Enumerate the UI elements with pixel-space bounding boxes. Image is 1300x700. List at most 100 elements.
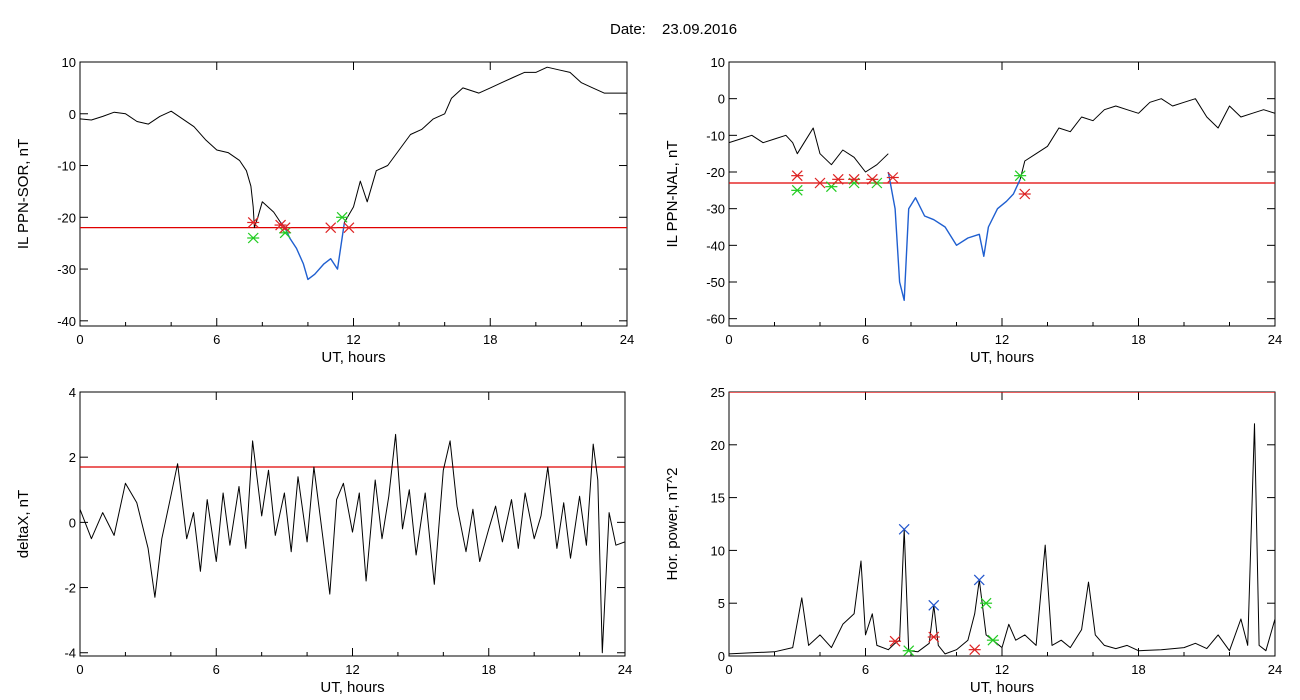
data-trace [1019, 98, 1275, 180]
y-tick-label: -4 [64, 646, 76, 661]
y-tick-label: 0 [69, 515, 76, 530]
y-tick-label: 0 [718, 92, 725, 107]
y-tick-label: -40 [57, 314, 76, 329]
x-tick-label: 12 [345, 662, 359, 677]
x-tick-label: 6 [862, 662, 869, 677]
red-marker [1018, 188, 1031, 200]
data-trace [729, 127, 889, 173]
plot-area [729, 98, 1275, 301]
green-marker [247, 232, 260, 244]
y-tick-label: -20 [706, 165, 725, 180]
x-tick-label: 24 [620, 332, 634, 347]
red-marker [832, 173, 845, 185]
panel-il-nal: 0 6 12 18 24 10 0 -10 -20 -30 -40 -50 -60 UT, hours IL… [664, 55, 1282, 366]
y-tick-label: -20 [57, 210, 76, 225]
panel-deltax: 0 6 12 18 24 4 2 0 -2 -4 UT, hours deltaX, nT [15, 385, 632, 696]
y-axis-label: IL PPN-NAL, nT [664, 141, 681, 248]
x-tick-label: 0 [76, 332, 83, 347]
y-tick-label: -10 [706, 128, 725, 143]
y-tick-label: -60 [706, 312, 725, 327]
red-marker [814, 177, 826, 189]
x-tick-label: 6 [213, 662, 220, 677]
x-tick-label: 0 [725, 332, 732, 347]
data-trace [80, 433, 625, 654]
green-marker [986, 634, 999, 646]
x-tick-label: 18 [1131, 332, 1145, 347]
x-tick-label: 18 [1131, 662, 1145, 677]
y-tick-label: 0 [718, 649, 725, 664]
data-trace [729, 423, 1275, 655]
x-tick-label: 12 [995, 662, 1009, 677]
x-tick-label: 24 [618, 662, 632, 677]
date-label: Date: [610, 21, 646, 38]
red-marker [324, 222, 337, 234]
y-tick-label: -30 [57, 262, 76, 277]
axes-frame [79, 391, 626, 657]
y-tick-label: 10 [711, 55, 725, 70]
y-axis-label: deltaX, nT [15, 490, 32, 558]
x-axis-label: UT, hours [970, 679, 1034, 696]
y-tick-label: 10 [711, 543, 725, 558]
y-tick-label: -10 [57, 159, 76, 174]
plot-area [80, 66, 627, 281]
y-tick-label: -40 [706, 238, 725, 253]
x-tick-label: 12 [995, 332, 1009, 347]
axes-frame [728, 391, 1276, 657]
axes-frame [79, 61, 628, 327]
data-trace [343, 66, 627, 223]
red-marker [279, 222, 292, 234]
y-tick-label: 25 [711, 385, 725, 400]
highlighted-segment [887, 171, 1021, 301]
y-axis-label: Hor. power, nT^2 [664, 468, 681, 581]
y-tick-label: 15 [711, 491, 725, 506]
y-tick-label: -30 [706, 202, 725, 217]
axes-frame [728, 61, 1276, 327]
x-tick-label: 18 [483, 332, 497, 347]
blue-marker [898, 523, 910, 535]
red-marker [848, 173, 861, 185]
x-tick-label: 18 [482, 662, 496, 677]
x-tick-label: 24 [1268, 332, 1282, 347]
x-tick-label: 6 [862, 332, 869, 347]
y-tick-label: 0 [69, 107, 76, 122]
red-marker [886, 172, 899, 183]
green-marker [980, 597, 993, 609]
x-axis-label: UT, hours [320, 679, 384, 696]
red-marker [927, 631, 940, 643]
green-marker [279, 227, 292, 239]
data-trace [80, 110, 282, 229]
date-value: 23.09.2016 [662, 21, 737, 38]
green-marker [902, 645, 915, 657]
panel-hor-power: 0 6 12 18 24 25 20 15 10 5 0 UT, hours Hor. power, n… [664, 385, 1282, 696]
y-tick-label: 20 [711, 438, 725, 453]
plot-area [729, 392, 1275, 655]
red-marker [866, 173, 879, 185]
y-tick-label: 10 [62, 55, 76, 70]
y-tick-label: -2 [64, 581, 76, 596]
x-tick-label: 6 [213, 332, 220, 347]
panel-il-sor: 0 6 12 18 24 10 0 -10 -20 -30 -40 UT, hours IL PPN-S… [15, 55, 634, 366]
y-tick-label: 2 [69, 450, 76, 465]
green-marker [336, 211, 349, 223]
y-tick-label: -50 [706, 275, 725, 290]
x-axis-label: UT, hours [321, 349, 385, 366]
green-marker [791, 184, 804, 196]
red-marker [889, 635, 902, 647]
red-marker [342, 222, 355, 234]
x-tick-label: 0 [725, 662, 732, 677]
plot-area [80, 433, 625, 654]
x-tick-label: 12 [346, 332, 360, 347]
green-marker [1014, 170, 1027, 182]
red-marker [968, 644, 981, 656]
y-tick-label: 5 [718, 596, 725, 611]
blue-marker [928, 599, 940, 611]
y-tick-label: 4 [69, 385, 76, 400]
y-axis-label: IL PPN-SOR, nT [15, 139, 32, 249]
blue-marker [973, 574, 985, 586]
x-tick-label: 0 [76, 662, 83, 677]
red-marker [791, 170, 804, 182]
red-marker [247, 217, 260, 228]
x-axis-label: UT, hours [970, 349, 1034, 366]
x-tick-label: 24 [1268, 662, 1282, 677]
